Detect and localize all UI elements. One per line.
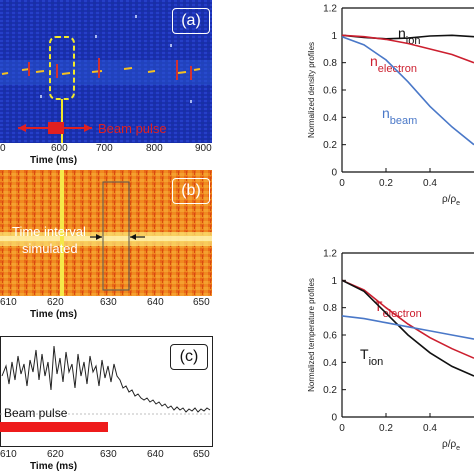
density-profile-chart: 0 0.2 0.4 0.6 0.8 1 1.2 0 0.2 0.4 ρ/ρe Normalized d… <box>307 4 474 207</box>
x-tick-b-1: 610 <box>0 297 17 308</box>
x-tick-a-4: 800 <box>146 143 163 154</box>
x-tick-label: 0.2 <box>379 178 393 189</box>
series-line <box>341 279 474 377</box>
y-tick-label: 0.2 <box>323 140 337 151</box>
series-line <box>341 34 474 64</box>
panel-label-c: (c) <box>170 344 208 370</box>
spectrogram-a-image <box>0 0 212 143</box>
beam-pulse-label-a: Beam pulse <box>98 121 167 136</box>
signal-trace <box>1 345 211 413</box>
y-axis-label: Normalized temperature profiles <box>307 278 316 392</box>
y-tick-label: 0.4 <box>323 113 337 124</box>
y-tick-label: 0.6 <box>323 86 337 97</box>
y-tick-label: 0.2 <box>323 385 337 396</box>
x-tick-b-3: 630 <box>100 297 117 308</box>
spectrogram-b-image <box>0 170 212 296</box>
y-tick-label: 1 <box>331 31 337 42</box>
x-tick-a-3: 700 <box>96 143 113 154</box>
y-axis-label: Normalized density profiles <box>307 42 316 138</box>
x-tick-a-5: 900 <box>195 143 212 154</box>
x-tick-c-3: 630 <box>100 449 117 460</box>
x-ticks-c: 610 620 630 640 650 Time (ms) <box>0 449 214 474</box>
spectrogram-b: (b) Time interval simulated <box>0 170 212 296</box>
series-label: nelectron <box>370 53 417 75</box>
series-line <box>341 315 474 340</box>
y-tick-label: 0.8 <box>323 303 337 314</box>
x-axis-label: ρ/ρe <box>442 439 460 452</box>
annotation-b-line1: Time interval <box>12 224 86 239</box>
temperature-profile-chart: 0 0.2 0.4 0.6 0.8 1 1.2 0 0.2 0.4 ρ/ρe Normalized t… <box>307 249 474 452</box>
y-tick-label: 0 <box>331 413 337 424</box>
x-tick-a-2: 600 <box>51 143 68 154</box>
y-tick-label: 1 <box>331 276 337 287</box>
y-tick-label: 0 <box>331 168 337 179</box>
series-line <box>341 35 474 146</box>
x-tick-label: 0.2 <box>379 423 393 434</box>
x-ticks-a: 0 600 700 800 900 Time (ms) <box>0 143 212 169</box>
x-ticks-b: 610 620 630 640 650 Time (ms) <box>0 297 212 323</box>
beam-pulse-bar-c <box>0 422 108 432</box>
y-tick-label: 0.4 <box>323 358 337 369</box>
signal-plot-c <box>0 336 213 447</box>
y-tick-label: 0.8 <box>323 58 337 69</box>
series-label: Tion <box>360 346 383 368</box>
spectrogram-a: (a) Beam pulse <box>0 0 212 143</box>
signal-panel-c: (c) Beam pulse <box>0 336 214 448</box>
x-label-a: Time (ms) <box>30 155 78 166</box>
x-tick-c-5: 650 <box>193 449 210 460</box>
x-tick-b-5: 650 <box>193 297 210 308</box>
x-tick-c-2: 620 <box>47 449 64 460</box>
series-line <box>341 279 474 359</box>
x-tick-c-4: 640 <box>147 449 164 460</box>
x-tick-b-2: 620 <box>47 297 64 308</box>
x-tick-a-1: 0 <box>0 143 6 154</box>
x-tick-c-1: 610 <box>0 449 17 460</box>
panel-label-b: (b) <box>172 178 210 204</box>
panel-label-a: (a) <box>172 8 210 34</box>
x-tick-label: 0 <box>339 423 345 434</box>
x-tick-b-4: 640 <box>147 297 164 308</box>
x-label-c: Time (ms) <box>30 461 78 472</box>
annotation-b-line2: simulated <box>22 241 78 256</box>
x-axis-label: ρ/ρe <box>442 194 460 207</box>
simulated-interval-box <box>102 181 130 291</box>
x-tick-label: 0 <box>339 178 345 189</box>
series-label: nbeam <box>382 105 417 127</box>
x-tick-label: 0.4 <box>423 178 437 189</box>
x-tick-label: 0.4 <box>423 423 437 434</box>
beam-pulse-label-c: Beam pulse <box>4 406 68 420</box>
y-tick-label: 1.2 <box>323 249 337 260</box>
y-tick-label: 0.6 <box>323 331 337 342</box>
y-tick-label: 1.2 <box>323 4 337 15</box>
x-label-b: Time (ms) <box>30 309 78 320</box>
